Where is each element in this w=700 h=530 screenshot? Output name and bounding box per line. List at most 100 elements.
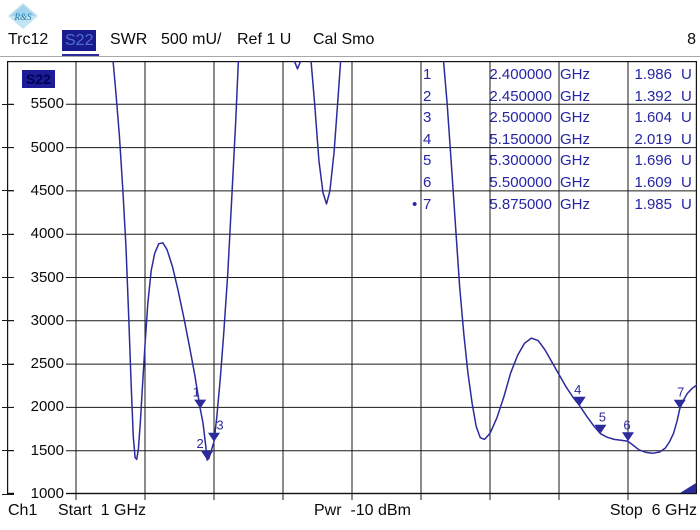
swr-trace <box>442 61 697 455</box>
marker-frequency: 5.500000 <box>489 174 552 191</box>
y-axis-tick <box>2 277 15 278</box>
y-axis-label: 5500 <box>14 96 66 113</box>
trace-header-bar: R&S Trc12 S22 SWR 500 mU/ Ref 1 U Cal Sm… <box>0 0 700 57</box>
y-axis-label: 1500 <box>14 442 66 459</box>
marker-7-symbol[interactable] <box>673 399 686 409</box>
trace-name-label[interactable]: Trc12 <box>8 31 49 48</box>
y-axis-label: 5000 <box>14 139 66 156</box>
marker-value: 1.604 <box>634 109 672 127</box>
marker-3-symbol[interactable] <box>208 432 220 442</box>
header-separator <box>0 56 700 57</box>
y-axis-tick <box>2 190 15 192</box>
y-axis-tick <box>2 406 15 408</box>
marker-2-symbol[interactable] <box>201 451 214 461</box>
swr-trace <box>310 61 342 205</box>
y-axis-label: 3500 <box>14 269 66 286</box>
marker-value-unit: U <box>681 195 692 213</box>
marker-value: 1.392 <box>634 87 672 105</box>
marker-5-label: 5 <box>599 410 606 425</box>
marker-table-row-6[interactable]: 6 5.500000 GHz 1.609 U <box>410 172 698 193</box>
marker-2-label: 2 <box>196 436 203 451</box>
y-axis-tick <box>2 450 15 452</box>
y-axis-tick <box>2 363 15 365</box>
marker-table-row-3[interactable]: 3 2.500000 GHz 1.604 U <box>410 107 698 128</box>
marker-frequency-unit: GHz <box>560 130 590 148</box>
marker-number: 4 <box>423 130 432 148</box>
marker-table-row-1[interactable]: 1 2.400000 GHz 1.986 U <box>410 64 698 85</box>
marker-value-unit: U <box>681 174 692 191</box>
swr-trace <box>112 61 240 461</box>
power-label[interactable]: Pwr -10 dBm <box>314 502 411 519</box>
marker-number: 5 <box>423 152 432 170</box>
scale-label[interactable]: 500 mU/ <box>161 31 222 48</box>
marker-3-label: 3 <box>216 418 223 433</box>
marker-7-label: 7 <box>677 385 684 400</box>
y-axis-label: 2000 <box>14 399 66 416</box>
marker-5-symbol[interactable] <box>594 424 607 434</box>
y-axis-label: 4000 <box>14 226 66 243</box>
s-parameter-badge[interactable]: S22 <box>62 30 97 51</box>
y-axis-label: 3000 <box>14 312 66 329</box>
marker-frequency: 2.450000 <box>489 87 552 105</box>
marker-number: 6 <box>423 174 432 191</box>
y-axis-tick <box>2 147 15 149</box>
plot-trace-badge[interactable]: S22 <box>22 70 55 88</box>
marker-value-unit: U <box>681 152 692 170</box>
marker-frequency-unit: GHz <box>560 87 590 105</box>
marker-frequency-unit: GHz <box>560 66 590 83</box>
marker-1-symbol[interactable] <box>194 399 207 409</box>
marker-4-symbol[interactable] <box>573 396 586 406</box>
marker-frequency: 2.500000 <box>489 109 552 127</box>
marker-number: 2 <box>423 87 432 105</box>
marker-value: 2.019 <box>634 130 672 148</box>
marker-number: 1 <box>423 66 432 83</box>
marker-table-row-2[interactable]: 2 2.450000 GHz 1.392 U <box>410 86 698 107</box>
marker-value: 1.696 <box>634 152 672 170</box>
marker-table: 1 2.400000 GHz 1.986 U 2 2.450000 GHz 1.392 U 3 2.5… <box>410 64 698 216</box>
marker-frequency-unit: GHz <box>560 195 590 213</box>
marker-4-label: 4 <box>574 382 581 397</box>
y-axis-tick <box>2 493 15 495</box>
y-axis-tick <box>2 233 15 235</box>
marker-frequency-unit: GHz <box>560 174 590 191</box>
calibration-label: Cal Smo <box>313 31 375 48</box>
marker-value: 1.985 <box>634 195 672 213</box>
marker-1-label: 1 <box>193 385 200 400</box>
y-axis-tick <box>2 320 15 322</box>
marker-value-unit: U <box>681 130 692 148</box>
marker-frequency: 5.300000 <box>489 152 552 170</box>
marker-value: 1.609 <box>634 174 672 191</box>
marker-frequency: 2.400000 <box>489 66 552 83</box>
swr-trace <box>293 61 302 70</box>
active-trace-underline <box>62 54 99 56</box>
active-marker-bullet: • <box>412 195 418 213</box>
marker-value-unit: U <box>681 109 692 127</box>
marker-value-unit: U <box>681 87 692 105</box>
marker-frequency-unit: GHz <box>560 152 590 170</box>
reference-label[interactable]: Ref 1 U <box>237 31 292 48</box>
marker-table-row-4[interactable]: 4 5.150000 GHz 2.019 U <box>410 129 698 150</box>
marker-table-row-5[interactable]: 5 5.300000 GHz 1.696 U <box>410 150 698 171</box>
rs-logo-icon: R&S <box>8 3 38 29</box>
format-label[interactable]: SWR <box>110 31 148 48</box>
window-number: 8 <box>687 31 696 48</box>
marker-frequency: 5.150000 <box>489 130 552 148</box>
start-freq-label[interactable]: Start 1 GHz <box>58 502 147 519</box>
y-axis-label: 4500 <box>14 182 66 199</box>
channel-label: Ch1 <box>8 502 38 519</box>
marker-6-symbol[interactable] <box>622 432 634 442</box>
marker-frequency-unit: GHz <box>560 109 590 127</box>
marker-number: 3 <box>423 109 432 127</box>
y-axis-tick <box>2 103 15 105</box>
marker-frequency: 5.875000 <box>489 195 552 213</box>
marker-value: 1.986 <box>634 66 672 83</box>
marker-number: 7 <box>423 195 432 213</box>
y-axis-label: 2500 <box>14 356 66 373</box>
stop-freq-label[interactable]: Stop 6 GHz <box>609 502 697 519</box>
sweep-end-indicator <box>680 483 696 493</box>
channel-footer-bar: Ch1 Start 1 GHz Pwr -10 dBm Stop 6 GHz <box>0 500 700 530</box>
y-axis-label: 1000 <box>14 486 66 502</box>
marker-table-row-7[interactable]: • 7 5.875000 GHz 1.985 U <box>410 194 698 215</box>
marker-value-unit: U <box>681 66 692 83</box>
